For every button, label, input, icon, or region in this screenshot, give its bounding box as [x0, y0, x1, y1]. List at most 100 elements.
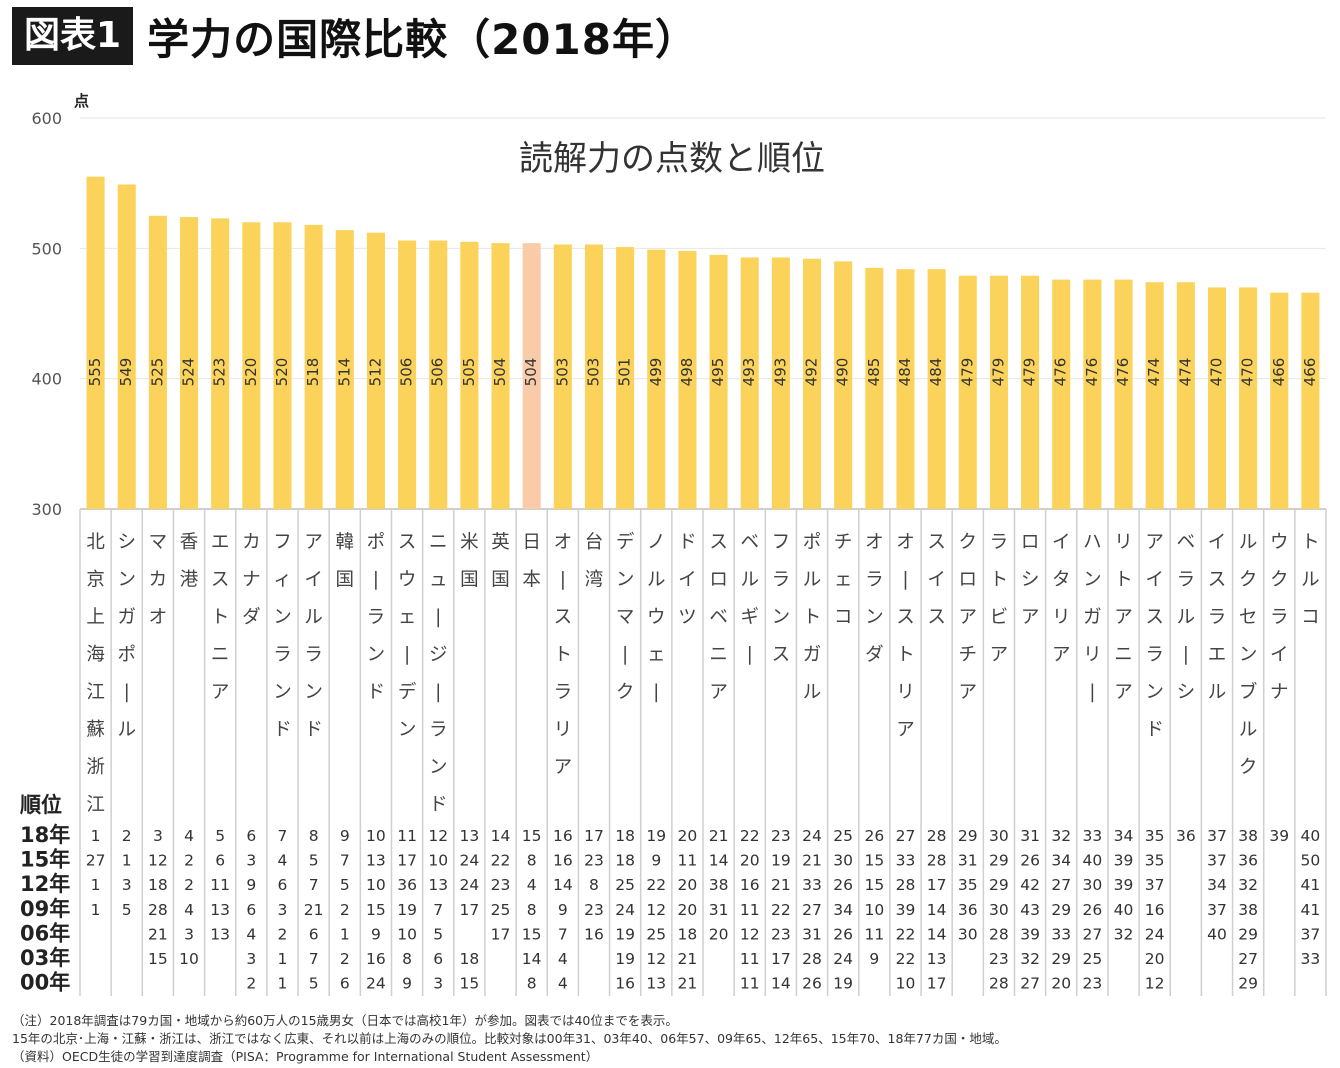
rank-cell: 31 — [802, 925, 822, 943]
bar-value-label: 506 — [429, 358, 447, 387]
bar — [709, 254, 728, 509]
rank-cell: 30 — [989, 827, 1009, 845]
x-category-label: カナダ — [242, 532, 261, 628]
rank-cell: 28 — [927, 827, 947, 845]
bar — [678, 250, 697, 509]
rank-cell: 16 — [366, 950, 386, 968]
bar — [242, 222, 261, 509]
rank-cell: 10 — [366, 876, 386, 894]
rank-cell: 3 — [153, 827, 163, 845]
rank-cell: 19 — [615, 950, 635, 968]
x-category-label: ポ|ランド — [367, 532, 386, 703]
rank-cell: 32 — [1020, 950, 1040, 968]
rank-cell: 11 — [864, 925, 884, 943]
bar — [273, 222, 292, 509]
rank-cell: 11 — [740, 901, 760, 919]
footnote-2: 15年の北京･上海・江蘇・浙江は、浙江ではなく広東、それ以前は上海のみの順位。比… — [12, 1031, 1007, 1046]
rank-cell: 13 — [460, 827, 480, 845]
rank-cell: 18 — [148, 876, 168, 894]
rank-cell: 27 — [896, 827, 916, 845]
rank-cell: 13 — [927, 950, 947, 968]
rank-cell: 29 — [1238, 925, 1258, 943]
rank-cell: 14 — [927, 901, 947, 919]
x-category-label: ラトビア — [990, 532, 1009, 666]
rank-cell: 36 — [1238, 852, 1258, 870]
rank-cell: 5 — [433, 925, 443, 943]
rank-cell: 24 — [460, 852, 480, 870]
rank-cell: 35 — [958, 876, 978, 894]
rank-cell: 13 — [210, 901, 230, 919]
rank-cell: 6 — [340, 975, 350, 993]
bar — [616, 247, 635, 509]
rank-cell: 30 — [958, 925, 978, 943]
x-category-label: オ|ストラリア — [554, 532, 573, 778]
rank-cell: 20 — [678, 901, 698, 919]
bar-value-label: 518 — [304, 358, 322, 387]
rank-cell: 26 — [864, 827, 884, 845]
rank-cell: 26 — [833, 925, 853, 943]
rank-cell: 6 — [278, 876, 288, 894]
rank-cell: 7 — [309, 950, 319, 968]
rank-cell: 9 — [371, 925, 381, 943]
rank-cell: 8 — [527, 975, 537, 993]
rank-cell: 34 — [1051, 852, 1071, 870]
rank-cell: 10 — [397, 925, 417, 943]
x-category-label: 英国 — [491, 532, 510, 591]
footnote-1: （注）2018年調査は79カ国・地域から約60万人の15歳男女（日本では高校1年… — [12, 1013, 678, 1028]
bar — [148, 215, 167, 509]
rank-cell: 9 — [402, 975, 412, 993]
rank-cell: 7 — [278, 827, 288, 845]
rank-cell: 22 — [896, 950, 916, 968]
rank-cell: 2 — [278, 925, 288, 943]
bar-value-label: 479 — [1021, 358, 1039, 387]
rank-cell: 4 — [246, 925, 256, 943]
rank-cell: 7 — [340, 852, 350, 870]
rank-cell: 10 — [864, 901, 884, 919]
rank-cell: 37 — [1207, 827, 1227, 845]
rank-cell: 1 — [91, 827, 101, 845]
rank-cell: 10 — [179, 950, 199, 968]
bar-value-label: 490 — [834, 358, 852, 387]
rank-cell: 10 — [428, 852, 448, 870]
bar — [1207, 287, 1227, 509]
y-tick-label: 300 — [31, 500, 62, 519]
rank-cell: 5 — [122, 901, 132, 919]
bar — [491, 243, 510, 509]
rank-cell: 6 — [246, 827, 256, 845]
x-category-label: フィンランド — [273, 532, 292, 741]
rank-cell: 25 — [491, 901, 511, 919]
bar-value-label: 474 — [1145, 358, 1163, 387]
rank-cell: 7 — [309, 876, 319, 894]
rank-cell: 3 — [246, 852, 256, 870]
rank-cell: 38 — [1238, 901, 1258, 919]
rank-cell: 37 — [1301, 925, 1321, 943]
rank-cell: 31 — [958, 852, 978, 870]
rank-cell: 12 — [1145, 975, 1165, 993]
rank-cell: 24 — [802, 827, 822, 845]
rank-cell: 22 — [491, 852, 511, 870]
rank-cell: 26 — [802, 975, 822, 993]
x-category-label: ドイツ — [678, 532, 697, 628]
bar — [1114, 279, 1133, 509]
rank-cell: 23 — [584, 852, 604, 870]
bar — [522, 243, 541, 509]
rank-cell: 16 — [553, 827, 573, 845]
bar — [1176, 282, 1195, 509]
rank-cell: 21 — [802, 852, 822, 870]
rank-cell: 26 — [1083, 901, 1103, 919]
rank-cell: 16 — [553, 852, 573, 870]
rank-cell: 15 — [366, 901, 386, 919]
rank-cell: 21 — [148, 925, 168, 943]
x-category-label: シンガポ|ル — [117, 532, 136, 741]
rank-cell: 20 — [740, 852, 760, 870]
rank-cell: 4 — [558, 950, 568, 968]
rank-cell: 23 — [989, 950, 1009, 968]
y-axis-unit: 点 — [74, 92, 89, 110]
rank-cell: 5 — [340, 876, 350, 894]
rank-cell: 4 — [527, 876, 537, 894]
rank-cell: 30 — [1083, 876, 1103, 894]
rank-cell: 13 — [210, 925, 230, 943]
rank-cell: 8 — [527, 901, 537, 919]
x-category-label: ノルウェ| — [647, 532, 666, 703]
bar — [304, 224, 323, 509]
